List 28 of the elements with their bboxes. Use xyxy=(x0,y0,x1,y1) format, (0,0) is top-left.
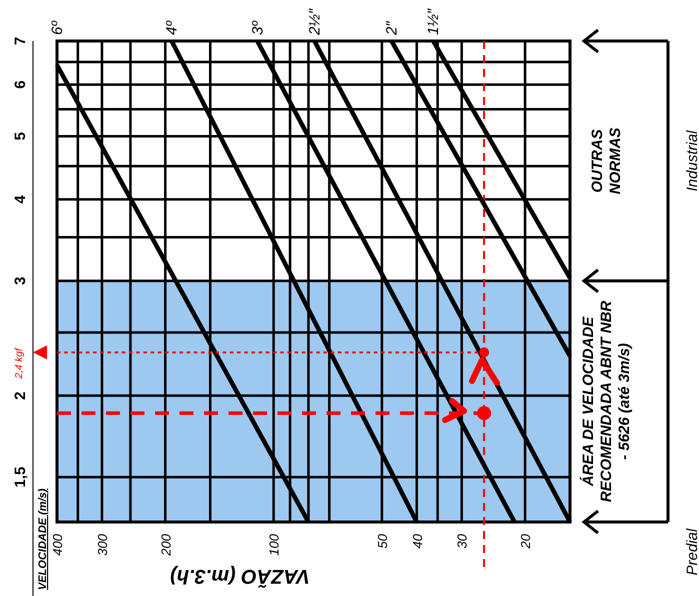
y-tick-label: 4 xyxy=(12,194,29,204)
y-tick-label: 2 xyxy=(12,391,29,400)
band-label: ÁREA DE VELOCIDADE RECOMENDADA ABNT NBR - 5626 (até 3m/s) xyxy=(579,300,633,502)
y-tick-label: 3 xyxy=(12,276,29,286)
x-tick-label: 30 xyxy=(454,533,470,548)
text: 3º xyxy=(249,20,266,35)
x-tick-label: 40 xyxy=(410,533,425,548)
text: 2″ xyxy=(384,20,401,36)
x-tick-label: 100 xyxy=(266,533,282,556)
y-tick-label: 6 xyxy=(12,80,29,89)
text: 2½″ xyxy=(306,8,324,36)
x-tick-label: 300 xyxy=(94,533,110,556)
x-tick-label: 50 xyxy=(374,533,390,548)
y-axis-title: VELOCIDADE (m/s) xyxy=(37,488,49,590)
y-tick-label: 7 xyxy=(12,36,29,46)
x-tick-label: 20 xyxy=(518,533,534,550)
x-axis-title: VAZÃO (m.3.h) xyxy=(170,565,310,588)
text: 2,4 kgf xyxy=(14,347,25,380)
y-tick-label: 1,5 xyxy=(12,466,29,488)
x-tick-label: 200 xyxy=(158,533,174,557)
text: 1½″ xyxy=(425,8,442,35)
text: 6º xyxy=(49,20,66,35)
text: 4º xyxy=(164,20,181,35)
text: Industrial xyxy=(684,130,699,192)
text: Predial xyxy=(684,528,699,576)
text: OUTRAS NORMAS xyxy=(589,128,624,194)
y-tick-label: 5 xyxy=(12,132,29,140)
x-tick-label: 400 xyxy=(50,533,65,556)
